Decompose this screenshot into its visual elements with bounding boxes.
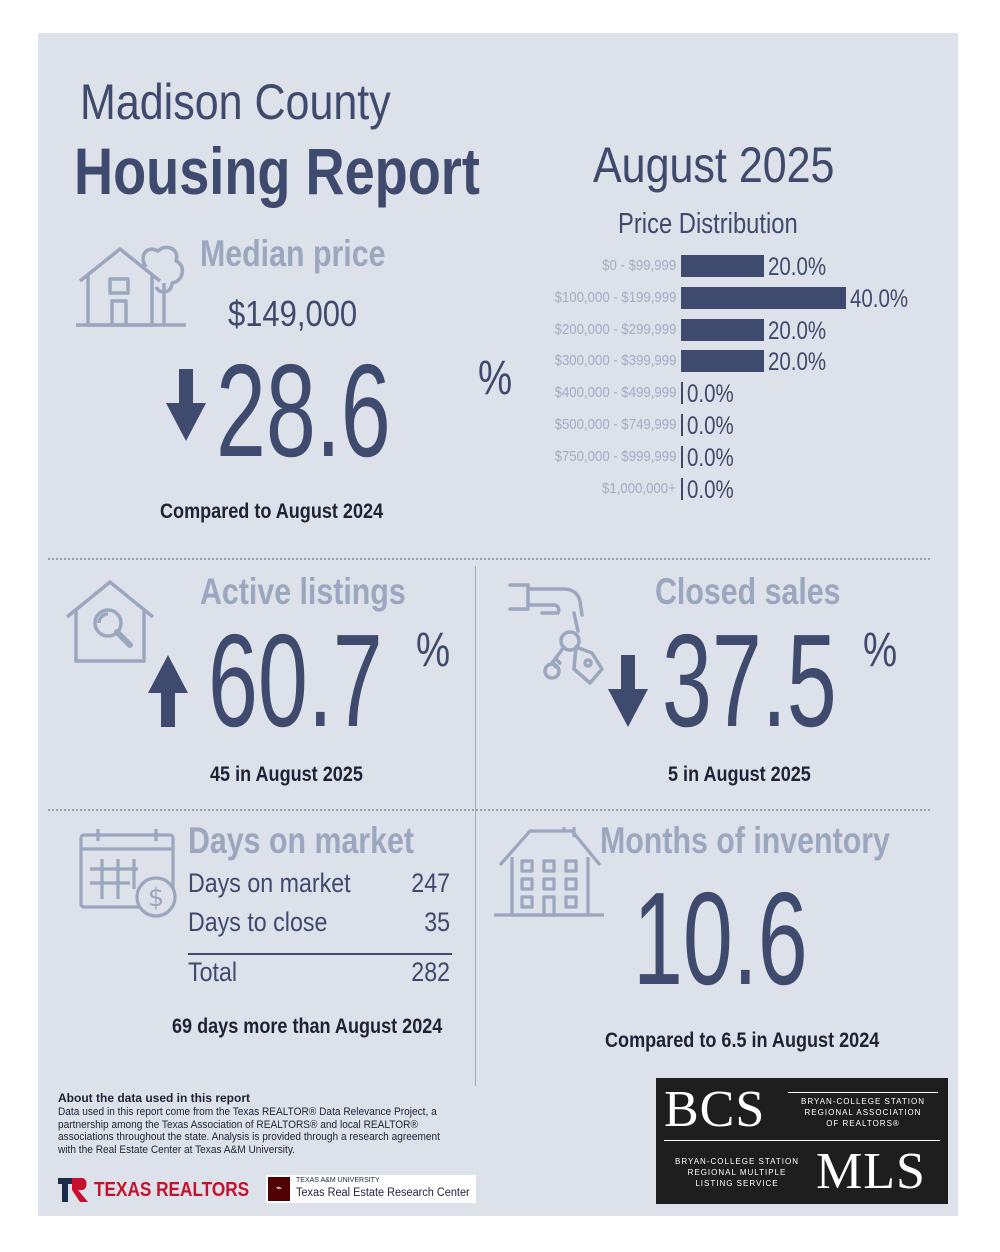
price-range-label: $0 - $99,999 <box>601 257 676 274</box>
price-range-label: $750,000 - $999,999 <box>554 447 676 465</box>
price-range-label: $300,000 - $399,999 <box>554 352 676 370</box>
price-distribution-value: 40.0% <box>850 284 909 313</box>
days-on-market-heading: Days on market <box>188 820 414 861</box>
dom-row-days-to-close: Days to close 35 <box>188 907 450 938</box>
dom-row-total: Total 282 <box>188 957 450 988</box>
price-range-label: $200,000 - $299,999 <box>554 320 676 338</box>
price-range-label: $100,000 - $199,999 <box>554 288 676 306</box>
price-distribution-value: 20.0% <box>767 316 826 345</box>
bcs-rule <box>788 1092 938 1093</box>
building-icon <box>494 823 606 924</box>
median-price-change: 28.6 <box>216 337 391 484</box>
median-price-note: Compared to August 2024 <box>160 500 384 523</box>
mls-caption: BRYAN-COLLEGE STATION REGIONAL MULTIPLE … <box>662 1156 812 1189</box>
active-listings-note: 45 in August 2025 <box>210 763 363 786</box>
price-distribution-row: $300,000 - $399,999 20.0% <box>478 348 938 377</box>
price-range-label: $1,000,000+ <box>602 479 676 497</box>
price-distribution-value: 20.0% <box>767 348 826 377</box>
county-title: Madison County <box>80 74 391 130</box>
price-distribution-row: $400,000 - $499,999 0.0% <box>478 380 938 409</box>
divider-horizontal-1 <box>48 558 930 560</box>
divider-vertical <box>475 566 476 1086</box>
recenter-logo: ⌁ TEXAS A&M UNIVERSITY Texas Real Estate… <box>266 1175 476 1203</box>
closed-sales-note: 5 in August 2025 <box>668 763 811 786</box>
price-distribution-bar <box>681 477 683 500</box>
price-distribution-row: $500,000 - $749,999 0.0% <box>478 412 938 440</box>
mls-caption-line: BRYAN-COLLEGE STATION <box>675 1157 799 1166</box>
price-distribution-row: $100,000 - $199,999 40.0% <box>478 284 938 313</box>
logo-middle-rule <box>664 1140 940 1141</box>
price-distribution-bar <box>681 318 764 341</box>
median-price-pct-sign: % <box>478 352 513 405</box>
texas-realtors-text: TEXAS REALTORS <box>94 1178 250 1201</box>
down-arrow-icon <box>608 655 648 727</box>
dom-total-value: 282 <box>411 957 450 987</box>
tamu-small-text: TEXAS A&M UNIVERSITY <box>296 1177 380 1184</box>
about-text: Data used in this report come from the T… <box>58 1106 440 1156</box>
divider-horizontal-2 <box>48 809 930 811</box>
up-arrow-icon <box>148 655 188 727</box>
days-on-market-note: 69 days more than August 2024 <box>172 1015 443 1038</box>
closed-sales-heading: Closed sales <box>655 571 841 612</box>
recenter-text: Texas Real Estate Research Center <box>296 1187 470 1199</box>
report-card: Madison County Housing Report August 202… <box>38 33 958 1216</box>
house-tree-icon <box>76 243 188 332</box>
mls-caption-line: REGIONAL MULTIPLE <box>687 1168 787 1177</box>
closed-sales-change: 37.5 <box>662 607 837 754</box>
price-distribution-bar <box>681 445 683 468</box>
down-arrow-icon <box>166 369 206 441</box>
texas-realtors-logo: TEXAS REALTORS <box>58 1177 274 1203</box>
dom-row-label: Days on market <box>188 868 351 898</box>
price-distribution-bar <box>681 286 846 309</box>
svg-text:$: $ <box>148 883 165 913</box>
house-search-icon <box>64 579 156 668</box>
bcs-caption: BRYAN-COLLEGE STATION REGIONAL ASSOCIATI… <box>788 1096 938 1129</box>
bcs-caption-line: REGIONAL ASSOCIATION <box>804 1108 922 1117</box>
dom-row-value: 35 <box>424 907 450 937</box>
bcs-mls-logo: BCS BRYAN-COLLEGE STATION REGIONAL ASSOC… <box>656 1078 948 1204</box>
price-distribution-value: 0.0% <box>687 475 734 504</box>
median-price-heading: Median price <box>200 233 386 274</box>
price-distribution-bar <box>681 350 764 373</box>
dom-row-label: Days to close <box>188 907 328 937</box>
price-distribution-value: 20.0% <box>767 253 826 281</box>
months-inventory-value: 10.6 <box>633 865 808 1012</box>
price-distribution-value: 0.0% <box>687 443 734 472</box>
mls-text: MLS <box>816 1143 926 1200</box>
report-title: Housing Report <box>74 134 480 208</box>
bcs-caption-line: BRYAN-COLLEGE STATION <box>801 1097 925 1106</box>
price-distribution-row: $0 - $99,999 20.0% <box>478 253 938 281</box>
dom-row-value: 247 <box>411 868 450 898</box>
price-distribution-bar <box>681 382 683 405</box>
active-listings-pct-sign: % <box>416 624 451 677</box>
price-distribution-row: $1,000,000+ 0.0% <box>478 475 938 504</box>
closed-sales-pct-sign: % <box>863 624 898 677</box>
report-month: August 2025 <box>593 137 835 193</box>
price-range-label: $500,000 - $749,999 <box>554 416 676 433</box>
price-distribution-bar <box>681 255 764 277</box>
price-distribution-row: $200,000 - $299,999 20.0% <box>478 316 938 345</box>
texas-realtors-mark-icon <box>58 1178 88 1202</box>
dom-total-label: Total <box>188 957 238 987</box>
price-distribution-bar <box>681 414 683 436</box>
total-divider <box>188 953 452 955</box>
active-listings-heading: Active listings <box>200 571 406 612</box>
dom-row-days-on-market: Days on market 247 <box>188 868 450 899</box>
active-listings-change: 60.7 <box>208 607 383 754</box>
price-distribution-value: 0.0% <box>687 412 734 440</box>
bcs-text: BCS <box>664 1081 766 1138</box>
hand-keys-icon <box>508 579 612 692</box>
price-distribution-title: Price Distribution <box>618 208 798 240</box>
mls-caption-line: LISTING SERVICE <box>695 1179 779 1188</box>
calendar-dollar-icon: $ <box>78 827 182 924</box>
price-distribution-row: $750,000 - $999,999 0.0% <box>478 443 938 472</box>
about-heading: About the data used in this report <box>58 1091 251 1105</box>
months-inventory-heading: Months of inventory <box>600 820 890 861</box>
aggie-mark-icon: ⌁ <box>268 1177 290 1201</box>
median-price-value: $149,000 <box>228 293 358 334</box>
price-range-label: $400,000 - $499,999 <box>554 384 676 402</box>
price-distribution-value: 0.0% <box>687 380 734 409</box>
months-inventory-note: Compared to 6.5 in August 2024 <box>605 1029 880 1052</box>
bcs-caption-line: OF REALTORS® <box>826 1119 900 1128</box>
